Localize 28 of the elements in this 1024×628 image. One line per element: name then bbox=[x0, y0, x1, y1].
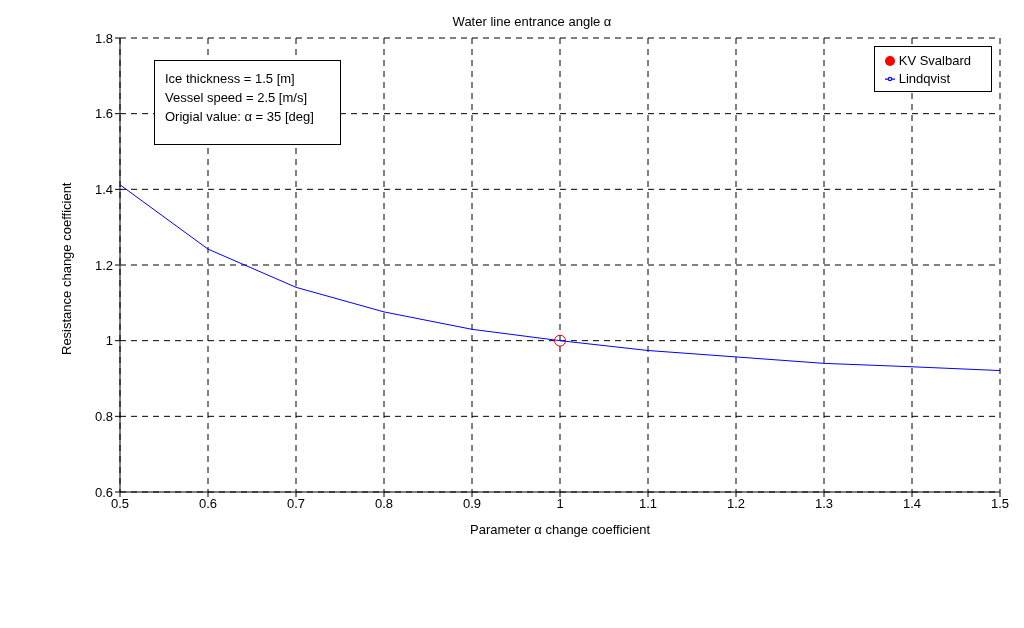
x-tick-label: 1.2 bbox=[726, 496, 746, 512]
y-tick-label: 1.8 bbox=[94, 30, 113, 46]
chart-title: Water line entrance angle α bbox=[451, 14, 613, 29]
y-axis-title: Resistance change coefficient bbox=[58, 182, 74, 355]
x-axis-title: Parameter α change coefficient bbox=[470, 522, 651, 537]
x-tick-label: 0.9 bbox=[462, 496, 482, 512]
legend-label: Lindqvist bbox=[898, 71, 951, 86]
annotation: Ice thickness = 1.5 [m] bbox=[165, 70, 296, 88]
x-tick-label: 1 bbox=[556, 496, 564, 512]
annotation: Vessel speed = 2.5 [m/s] bbox=[165, 89, 308, 107]
y-tick-label: 1 bbox=[105, 333, 113, 349]
y-tick-label: 1.2 bbox=[94, 257, 113, 273]
x-tick-label: 1.3 bbox=[814, 496, 834, 512]
y-tick-label: 1.4 bbox=[94, 181, 113, 197]
y-tick-label: 0.6 bbox=[94, 484, 113, 500]
x-tick-label: 0.8 bbox=[374, 496, 394, 512]
y-tick-label: 0.8 bbox=[94, 408, 113, 424]
x-tick-label: 0.7 bbox=[286, 496, 306, 512]
note-box: Ice thickness = 1.5 [m] Vessel speed = 2.5 [m/s] Origial value: α = 35 [deg] bbox=[154, 60, 341, 145]
x-tick-label: 1.1 bbox=[638, 496, 658, 512]
x-tick-label: 0.6 bbox=[198, 496, 218, 512]
x-tick-label: 0.5 bbox=[110, 496, 130, 512]
annotation: Origial value: α = 35 [deg] bbox=[165, 108, 314, 126]
y-tick-label: 1.6 bbox=[94, 106, 113, 122]
x-tick-label: 1.5 bbox=[990, 496, 1010, 512]
x-tick-label: 1.4 bbox=[902, 496, 922, 512]
legend-label: KV Svalbard bbox=[898, 53, 971, 68]
line-series bbox=[120, 184, 1000, 372]
